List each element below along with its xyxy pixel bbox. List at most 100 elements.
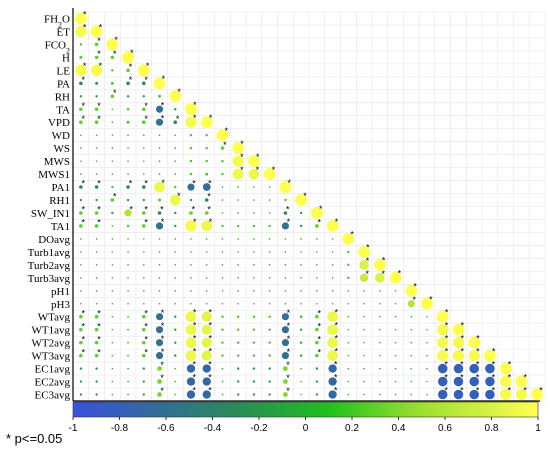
significance-star: * [492, 360, 496, 370]
row-label: Turb3avg [28, 273, 71, 285]
correlation-circle [253, 264, 255, 266]
correlation-circle [173, 120, 178, 125]
correlation-circle [79, 367, 83, 370]
correlation-circle [268, 277, 271, 279]
colorbar-tick-label: 0.8 [485, 423, 499, 434]
correlation-circle [315, 367, 319, 370]
correlation-circle [253, 302, 255, 305]
correlation-circle [155, 352, 164, 360]
correlation-circle [79, 314, 83, 319]
correlation-circle [237, 393, 240, 396]
correlation-circle [80, 134, 82, 136]
correlation-circle [379, 315, 381, 318]
row-label: WS [54, 143, 71, 155]
correlation-circle [157, 392, 162, 397]
correlation-circle [515, 388, 528, 401]
correlation-circle [300, 393, 302, 396]
significance-star: * [161, 347, 165, 357]
correlation-circle [379, 354, 381, 357]
correlation-circle [300, 289, 302, 292]
correlation-circle [158, 198, 162, 202]
correlation-circle [189, 146, 193, 150]
significance-star: * [209, 347, 213, 357]
significance-star: * [444, 360, 448, 370]
correlation-circle [436, 310, 449, 323]
significance-star: * [445, 308, 449, 318]
correlation-circle [237, 367, 240, 370]
correlation-circle [155, 105, 164, 113]
correlation-circle [284, 277, 287, 279]
correlation-circle [221, 354, 224, 357]
correlation-circle [142, 353, 146, 358]
correlation-circle [95, 81, 99, 85]
significance-star: * [476, 333, 480, 343]
correlation-circle [158, 251, 161, 253]
significance-star: * [81, 218, 85, 228]
correlation-circle [263, 168, 276, 181]
correlation-circle [327, 311, 338, 323]
correlation-circle [127, 367, 129, 370]
correlation-circle [426, 354, 428, 357]
row-label: MWS1 [38, 169, 70, 181]
row-label: DOavg [38, 234, 70, 246]
correlation-circle [111, 277, 114, 279]
correlation-circle [221, 238, 224, 240]
correlation-circle [95, 134, 98, 136]
correlation-circle [453, 376, 464, 387]
correlation-circle [394, 302, 397, 305]
significance-star: * [129, 204, 133, 214]
row-labels: FH2OETFCO2HLEPARHTAVPDWDWSMWSMWS1PA1RH1S… [28, 13, 71, 401]
correlation-circle [126, 95, 130, 98]
correlation-circle [95, 238, 98, 240]
significance-star: * [492, 386, 496, 396]
significance-star: * [366, 256, 370, 266]
correlation-circle [421, 297, 433, 310]
correlation-circle [174, 134, 177, 136]
correlation-circle [284, 238, 287, 240]
correlation-circle [205, 238, 208, 240]
significance-star: * [99, 22, 103, 32]
significance-star: * [161, 217, 165, 227]
correlation-circle [437, 363, 448, 374]
correlation-circle [201, 350, 212, 361]
significance-star: * [207, 192, 211, 202]
significance-star: * [113, 49, 117, 59]
correlation-circle [205, 289, 208, 292]
significance-star: * [193, 113, 197, 123]
significance-star: * [444, 373, 448, 383]
correlation-circle [111, 302, 114, 305]
correlation-circle [347, 289, 350, 292]
correlation-circle [94, 224, 99, 228]
correlation-circle [174, 238, 177, 240]
correlation-circle [299, 354, 303, 357]
significance-star: * [209, 113, 213, 123]
correlation-circle [426, 315, 428, 318]
significance-star: * [161, 178, 165, 188]
correlation-circle [299, 341, 303, 344]
correlation-circle [111, 393, 114, 396]
correlation-circle [469, 376, 479, 387]
correlation-circle [142, 198, 145, 202]
correlation-circle [90, 64, 103, 77]
significance-star: * [144, 218, 148, 228]
correlation-circle [126, 198, 130, 202]
significance-star: * [97, 179, 101, 189]
significance-star: * [444, 386, 448, 396]
significance-star: * [192, 360, 196, 370]
correlation-circle [300, 251, 302, 253]
correlation-circle [143, 238, 145, 240]
significance-star: * [130, 48, 134, 58]
row-label: WT1avg [32, 325, 71, 337]
row-label: WT2avg [32, 338, 71, 350]
significance-star: * [413, 295, 417, 305]
correlation-circle [142, 81, 146, 86]
significance-star: * [334, 386, 338, 396]
correlation-circle [143, 251, 145, 253]
significance-star: * [144, 101, 148, 111]
correlation-circle [111, 121, 114, 124]
colorbar-tick-label: -0.6 [157, 423, 175, 434]
correlation-circle [237, 315, 240, 318]
correlation-circle [437, 389, 448, 400]
correlation-circle [94, 327, 99, 332]
correlation-circle [268, 354, 271, 357]
